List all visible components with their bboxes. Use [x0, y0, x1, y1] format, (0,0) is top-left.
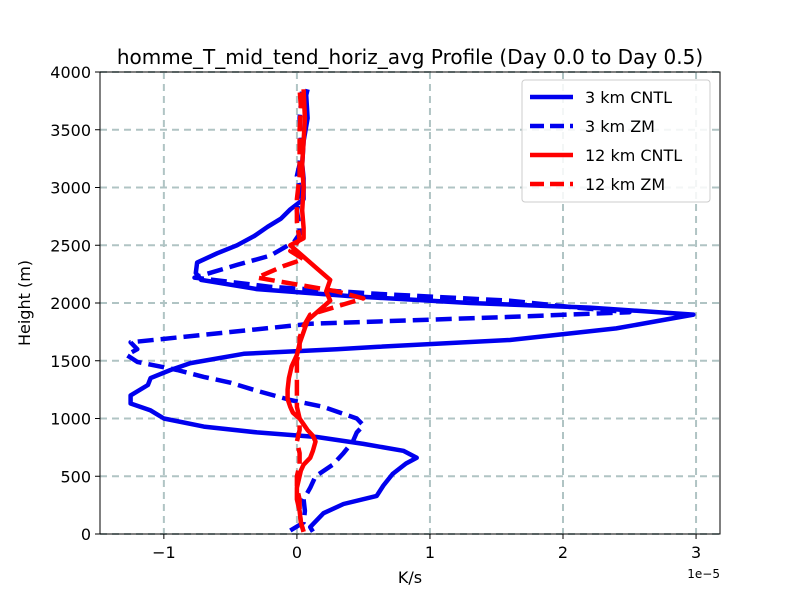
legend: 3 km CNTL 3 km ZM 12 km CNTL 12 km ZM	[521, 79, 711, 203]
legend-label: 3 km CNTL	[585, 88, 672, 107]
x-axis-offset-label: 1e−5	[687, 567, 720, 581]
series-layer	[124, 88, 696, 533]
x-tick-label: 0	[292, 543, 302, 562]
x-tick-label: 2	[558, 543, 568, 562]
x-tick-label: 1	[425, 543, 435, 562]
series-line-12-km-cntl	[285, 89, 333, 533]
legend-label: 12 km ZM	[585, 175, 665, 194]
legend-box	[521, 79, 711, 203]
series-line-12-km-zm	[254, 89, 366, 533]
y-tick-label: 1500	[50, 352, 91, 371]
chart-title: homme_T_mid_tend_horiz_avg Profile (Day …	[117, 45, 703, 69]
legend-label: 3 km ZM	[585, 117, 655, 136]
y-tick-label: 4000	[50, 63, 91, 82]
y-tick-label: 500	[60, 467, 91, 486]
y-tick-label: 1000	[50, 410, 91, 429]
legend-label: 12 km CNTL	[585, 146, 682, 165]
y-axis-title: Height (m)	[15, 260, 34, 346]
y-tick-label: 2000	[50, 294, 91, 313]
x-tick-label: −1	[152, 543, 176, 562]
tick-layer: −1 0 1 2 3 0 500 1000 1500 2000 2500 3000 3500 4000	[50, 63, 701, 562]
y-tick-label: 0	[81, 525, 91, 544]
y-tick-label: 3500	[50, 121, 91, 140]
x-axis-title: K/s	[398, 568, 422, 587]
y-tick-label: 2500	[50, 236, 91, 255]
y-tick-label: 3000	[50, 179, 91, 198]
series-line-3-km-cntl	[128, 88, 696, 533]
x-tick-label: 3	[691, 543, 701, 562]
